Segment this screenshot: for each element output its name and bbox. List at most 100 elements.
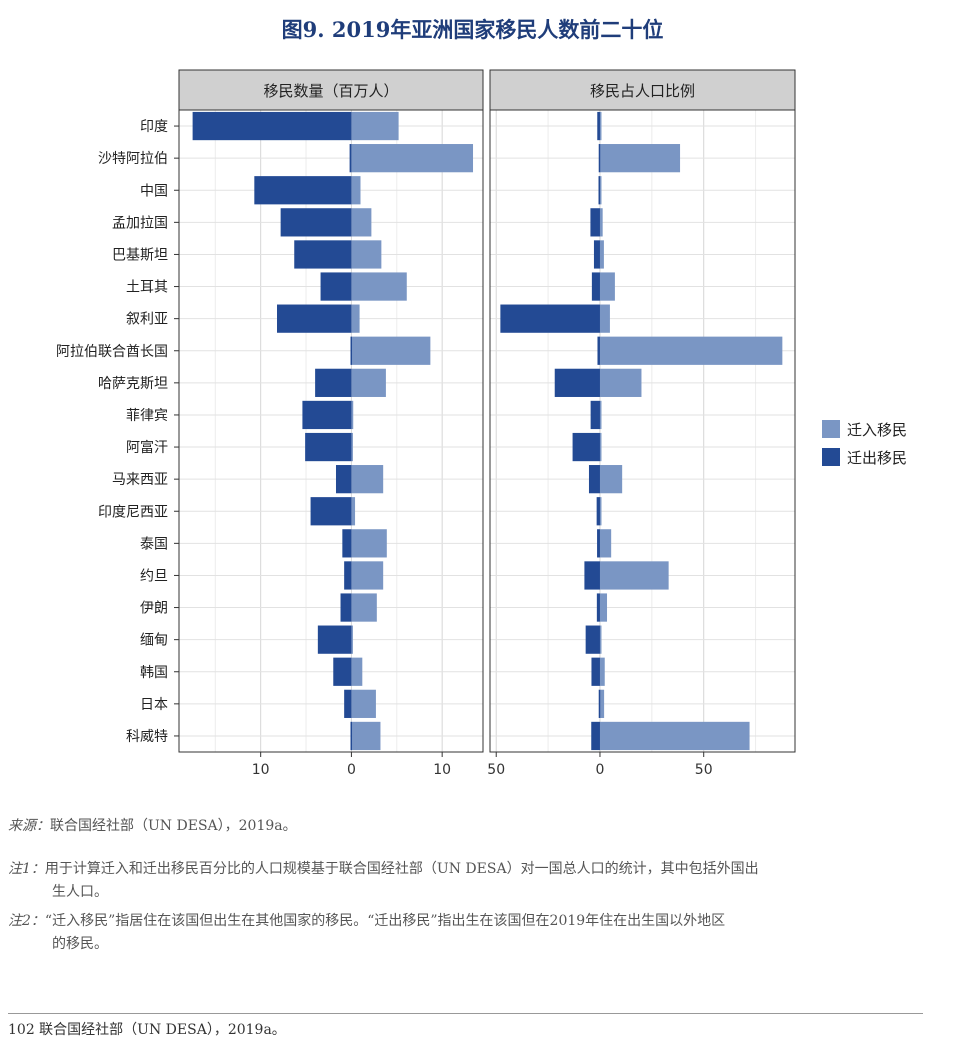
bar-immigrants-17 [599,625,602,654]
bar-emigrants-14 [342,529,352,558]
bar-immigrants-9 [351,368,386,397]
bar-immigrants-11 [351,432,353,462]
category-label: 菲律宾 [126,408,168,424]
category-label: 伊朗 [140,601,168,617]
bar-emigrants-4 [590,208,600,237]
bar-immigrants-7 [351,304,360,333]
bar-emigrants-18 [591,657,600,686]
category-label: 巴基斯坦 [112,246,168,263]
category-label: 孟加拉国 [112,215,168,231]
panel-frame-2 [489,109,796,753]
source-text: 联合国经社部（UN DESA），2019a。 [50,818,297,834]
bar-immigrants-19 [599,689,605,718]
x-tick-label: 10 [433,762,451,778]
bar-immigrants-8 [599,336,783,365]
panel-header-1 [178,69,484,111]
bar-emigrants-20 [350,721,353,751]
category-label: 哈萨克斯坦 [98,376,168,392]
category-label: 阿拉伯联合酋长国 [56,343,168,360]
category-label: 约旦 [140,568,168,584]
bar-emigrants-6 [591,272,600,301]
source-label: 来源： [8,818,50,834]
legend-label-1: 迁入移民 [847,421,907,439]
category-label: 阿富汗 [126,439,168,456]
bar-emigrants-18 [333,657,352,686]
bar-immigrants-5 [599,240,604,269]
bar-immigrants-6 [351,272,407,301]
note-1-text: 用于计算迁入和迁出移民百分比的人口规模基于联合国经社部（UN DESA）对一国总… [44,861,759,877]
bar-immigrants-19 [351,689,376,718]
bar-immigrants-1 [351,111,399,141]
bar-immigrants-12 [599,465,623,494]
category-label: 土耳其 [126,280,168,296]
bar-emigrants-11 [572,432,600,462]
bar-immigrants-17 [351,625,353,654]
x-tick-label: 0 [596,762,605,778]
footer-divider [8,1013,923,1014]
category-label: 马来西亚 [112,472,168,488]
bar-immigrants-15 [599,561,669,590]
category-label: 沙特阿拉伯 [98,151,168,167]
bar-emigrants-16 [340,593,352,622]
bar-immigrants-7 [599,304,610,333]
bar-emigrants-10 [590,400,600,430]
note-1: 注1：用于计算迁入和迁出移民百分比的人口规模基于联合国经社部（UN DESA）对… [8,858,898,904]
note-1-label: 注1： [8,861,45,877]
bar-immigrants-2 [351,144,474,173]
bar-emigrants-2 [349,144,352,173]
note-1-continuation: 生人口。 [52,884,108,900]
bar-immigrants-13 [599,497,602,526]
bar-emigrants-5 [593,240,600,269]
bar-immigrants-3 [351,176,361,205]
bar-emigrants-12 [588,465,600,494]
bar-emigrants-15 [344,561,352,590]
bar-emigrants-2 [598,144,601,173]
page-footer: 102 联合国经社部（UN DESA），2019a。 [8,1022,286,1038]
note-2-label: 注2： [8,913,45,929]
bar-emigrants-10 [302,400,352,430]
bar-emigrants-4 [280,208,352,237]
bar-immigrants-18 [351,657,363,686]
bar-immigrants-3 [599,176,602,205]
x-tick-label: 50 [487,762,505,778]
category-label: 泰国 [140,536,168,552]
bar-emigrants-19 [598,689,601,718]
bar-emigrants-17 [585,625,600,654]
bar-immigrants-8 [351,336,431,365]
panel-title-2: 移民占人口比例 [590,82,695,100]
bar-immigrants-5 [351,240,382,269]
bar-emigrants-15 [584,561,600,590]
note-2-continuation: 的移民。 [52,936,108,952]
category-label: 叙利亚 [126,311,168,328]
source-note: 来源：联合国经社部（UN DESA），2019a。 [8,815,898,838]
category-label: 缅甸 [140,633,168,649]
bar-immigrants-16 [599,593,608,622]
bar-emigrants-14 [597,529,600,558]
bar-emigrants-8 [350,336,353,365]
category-label: 印度尼西亚 [98,504,168,520]
bar-emigrants-1 [192,111,352,141]
legend-swatch-2 [822,448,840,466]
bar-emigrants-1 [597,111,600,141]
note-2: 注2：“迁入移民”指居住在该国但出生在其他国家的移民。“迁出移民”指出生在该国但… [8,910,898,956]
migration-chart: 移民数量（百万人） 10 0 10 移民占人口比例 50 0 50 印度沙特阿拉伯中国孟加拉国巴… [56,69,907,778]
bar-emigrants-9 [554,368,600,397]
x-tick-label: 50 [695,762,713,778]
bar-immigrants-12 [351,465,384,494]
x-tick-label: 10 [252,762,270,778]
bar-emigrants-8 [597,336,600,365]
bar-emigrants-3 [254,176,352,205]
bar-emigrants-7 [500,304,600,333]
bar-emigrants-6 [320,272,352,301]
bar-emigrants-9 [315,368,352,397]
bar-immigrants-18 [599,657,605,686]
bar-immigrants-20 [351,721,381,751]
bar-immigrants-13 [351,497,356,526]
bar-emigrants-13 [596,497,600,526]
bar-immigrants-14 [599,529,612,558]
bar-emigrants-20 [591,721,600,751]
bar-emigrants-7 [277,304,352,333]
bar-immigrants-1 [599,111,602,141]
panel-header-2 [489,69,796,111]
x-tick-label: 0 [347,762,356,778]
